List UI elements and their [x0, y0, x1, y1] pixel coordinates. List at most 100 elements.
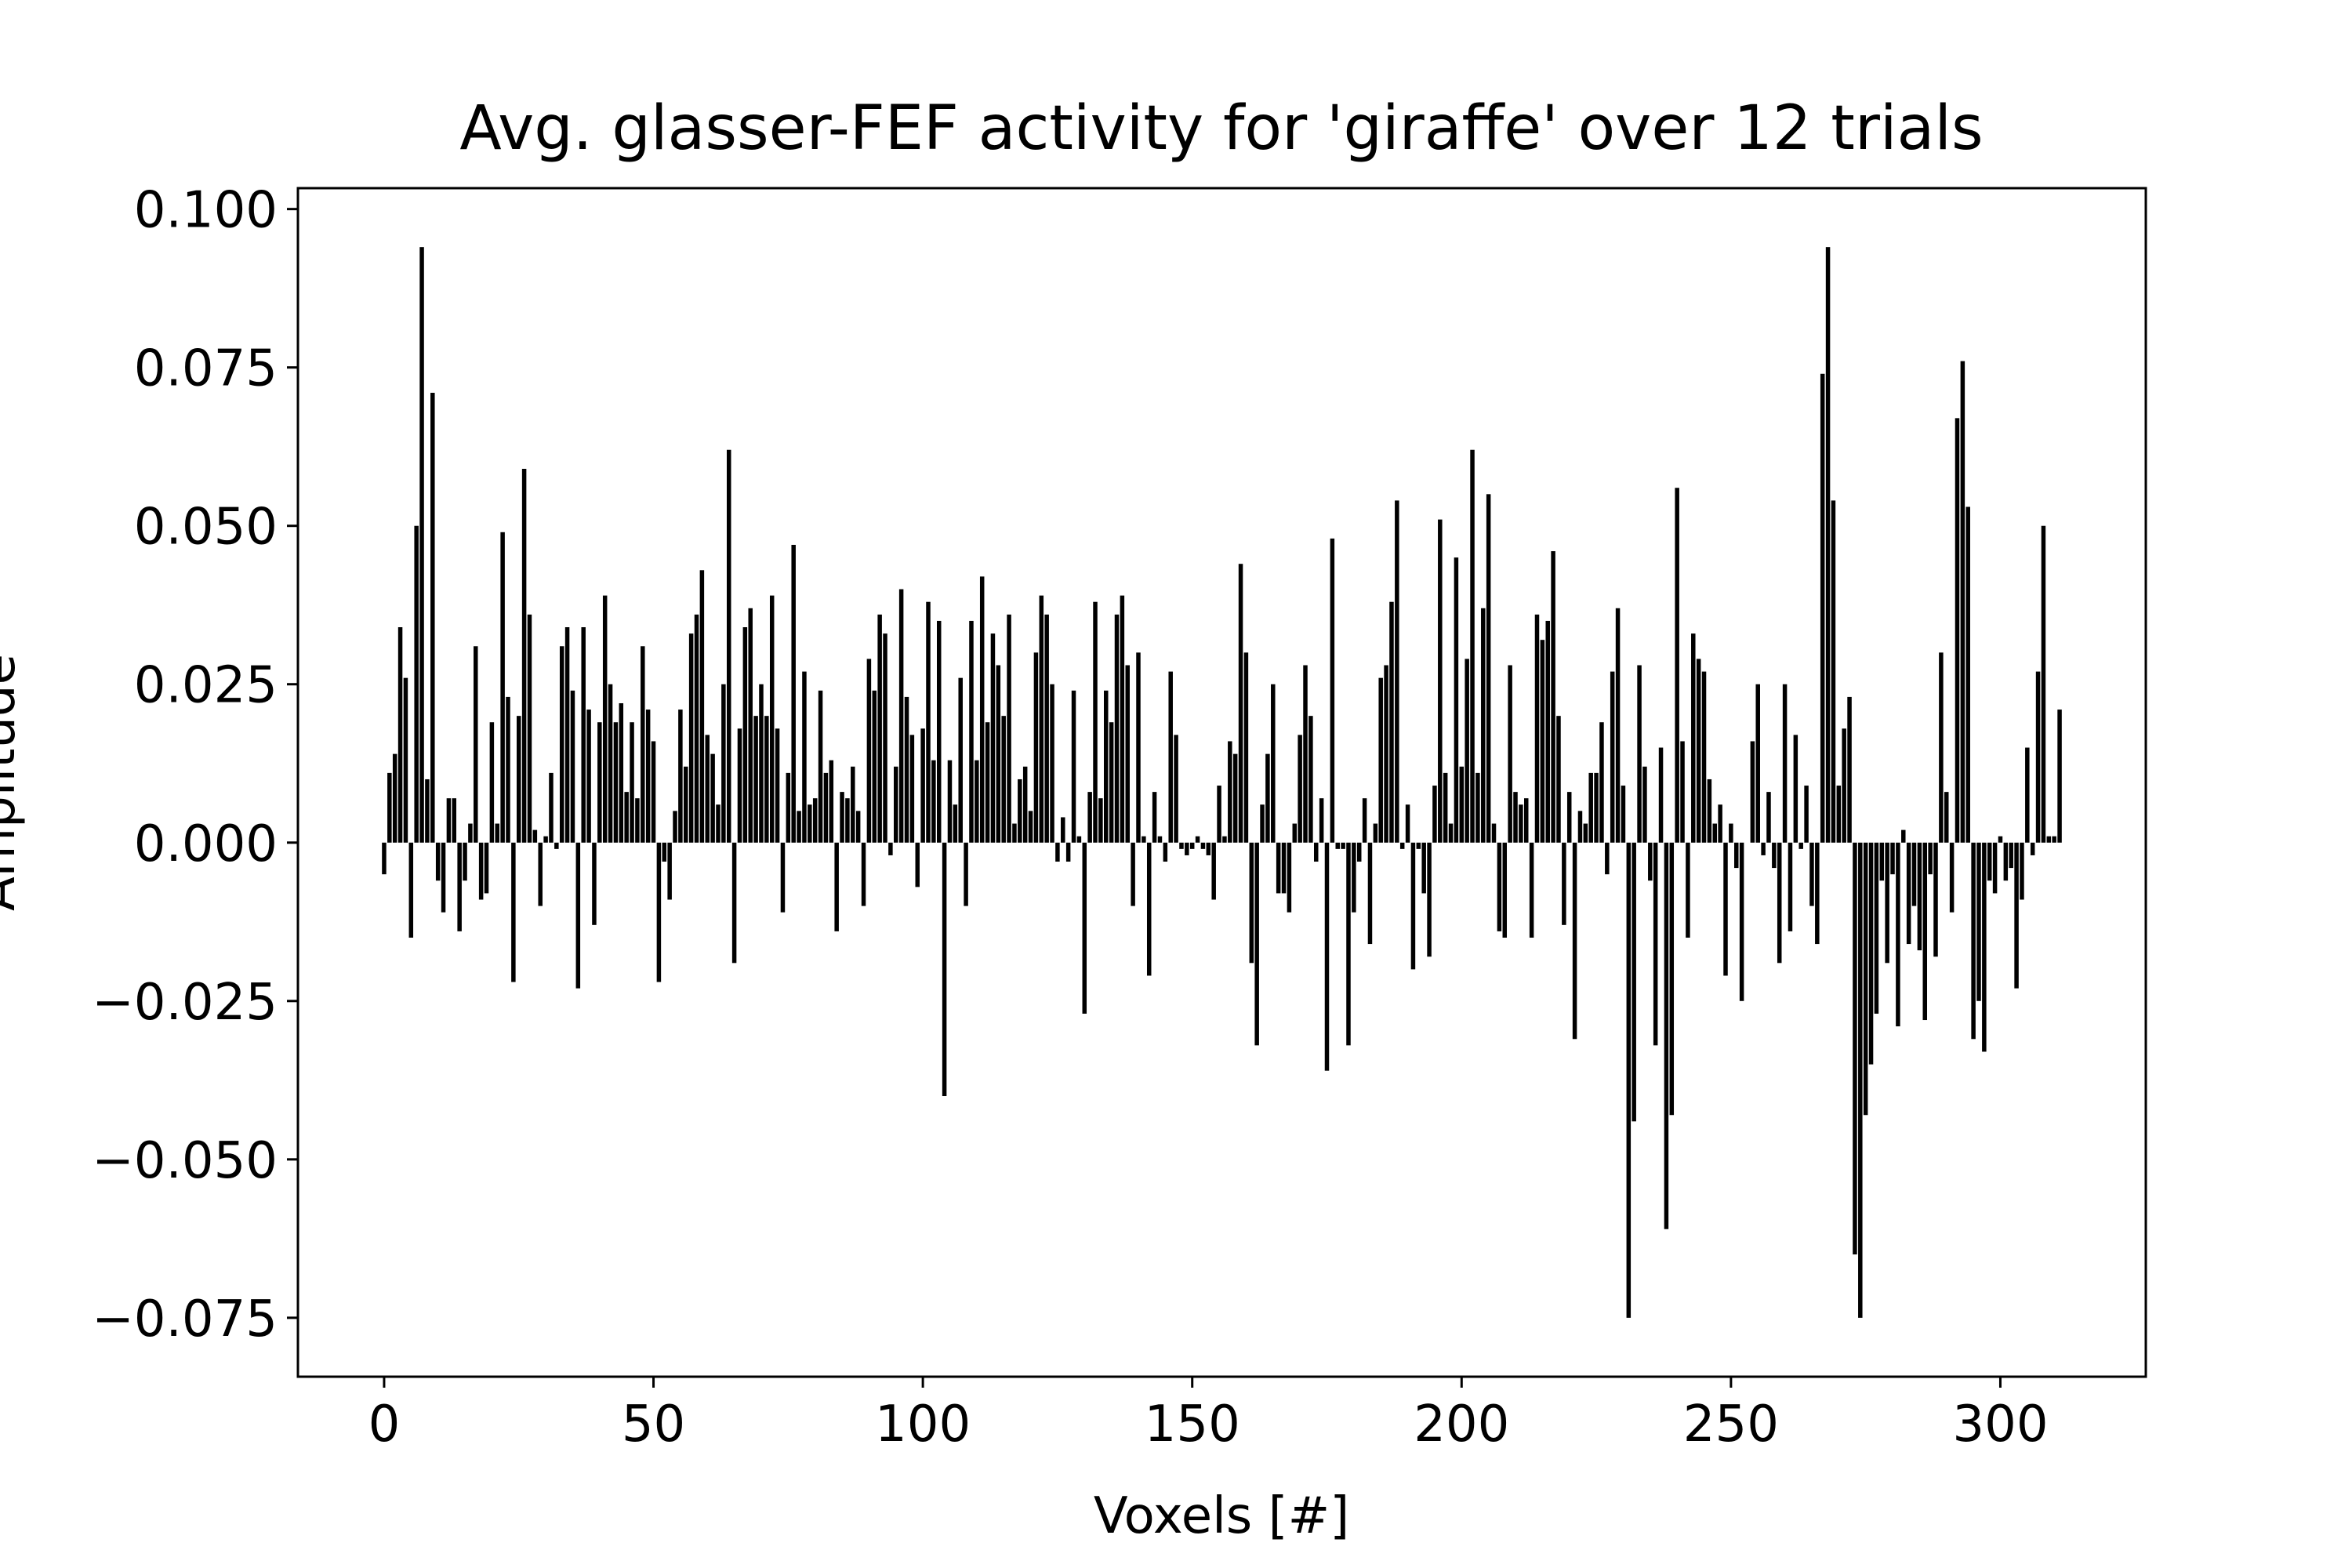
bar [2057, 710, 2062, 843]
bar [1168, 671, 1173, 843]
bar [1044, 614, 1049, 843]
bar [1777, 842, 1782, 964]
bar [1890, 842, 1895, 875]
bar [543, 836, 548, 843]
bar [1901, 829, 1906, 843]
bar [382, 842, 387, 875]
plot-frame [296, 187, 2147, 1378]
bar [446, 798, 452, 843]
bar [425, 779, 430, 843]
bar [592, 842, 597, 925]
bar [1718, 804, 1722, 843]
bar [845, 798, 850, 843]
bar [705, 735, 710, 843]
bar [1723, 842, 1728, 976]
bar [645, 710, 651, 843]
bar [688, 633, 694, 843]
bar [1352, 842, 1356, 913]
bar [559, 646, 564, 843]
bar [1082, 842, 1087, 1014]
bar [1427, 842, 1432, 957]
bar [500, 532, 505, 843]
bar [786, 772, 791, 843]
bar [1481, 608, 1486, 843]
bar [818, 690, 823, 843]
bar [996, 665, 1001, 843]
bar [840, 792, 844, 843]
bar [1033, 652, 1039, 843]
bar [953, 804, 958, 843]
bar [1508, 665, 1512, 843]
bar [511, 842, 516, 982]
bar [1120, 595, 1125, 843]
bar [1896, 842, 1900, 1027]
bar [1664, 842, 1669, 1229]
bar [797, 811, 801, 843]
bar [1189, 842, 1195, 849]
bar [904, 696, 909, 843]
bar [1157, 836, 1163, 843]
bar [985, 722, 990, 843]
bar [1675, 488, 1679, 843]
bar [2052, 836, 2056, 843]
bar [1395, 500, 1399, 843]
bar [1486, 494, 1491, 843]
bar [1109, 722, 1114, 843]
bar [2009, 842, 2013, 869]
bar [1825, 247, 1831, 843]
bar [441, 842, 446, 913]
bar [1292, 823, 1298, 843]
bar [1529, 842, 1534, 938]
bar [1707, 779, 1712, 843]
bar [387, 772, 392, 843]
bar [1917, 842, 1922, 951]
bar [1341, 842, 1345, 849]
bar [1610, 671, 1615, 843]
bar [888, 842, 893, 855]
bar [1615, 608, 1621, 843]
bar [1125, 665, 1130, 843]
x-tick-label: 0 [368, 1396, 401, 1454]
bar [1621, 786, 1626, 843]
bar [564, 627, 570, 843]
bar [1987, 842, 1992, 881]
bar [710, 753, 715, 843]
bar [1200, 842, 1206, 849]
x-tick-label: 200 [1414, 1396, 1509, 1454]
bar [1448, 823, 1454, 843]
bar [1788, 842, 1793, 931]
y-tick-label: 0.050 [134, 499, 278, 557]
bar [1847, 696, 1852, 843]
bar [1076, 836, 1082, 843]
bar [1545, 620, 1550, 843]
bar [1933, 842, 1938, 957]
bar [1572, 842, 1577, 1040]
bar [1142, 836, 1146, 843]
bar [1324, 842, 1330, 1071]
bar [851, 766, 855, 843]
bar [1443, 772, 1448, 843]
bar [1605, 842, 1610, 875]
bar [2025, 747, 2030, 843]
bar [1658, 747, 1664, 843]
x-tick-label: 100 [875, 1396, 971, 1454]
bar [619, 702, 624, 843]
bar [1755, 684, 1760, 843]
y-tick-label: −0.075 [92, 1290, 278, 1348]
bar [463, 842, 467, 881]
bar [484, 842, 489, 894]
bar [1815, 842, 1820, 945]
bar [808, 804, 812, 843]
bar [898, 589, 904, 843]
bar [1001, 716, 1006, 843]
bar [1648, 842, 1653, 881]
bar [1761, 842, 1766, 855]
bar [1836, 786, 1842, 843]
bar [1626, 842, 1632, 1318]
bar [1594, 772, 1599, 843]
bar [1955, 418, 1960, 843]
bar [1513, 792, 1518, 843]
bar [435, 842, 441, 881]
bar [2035, 671, 2041, 843]
y-tick-label: 0.000 [134, 815, 278, 873]
